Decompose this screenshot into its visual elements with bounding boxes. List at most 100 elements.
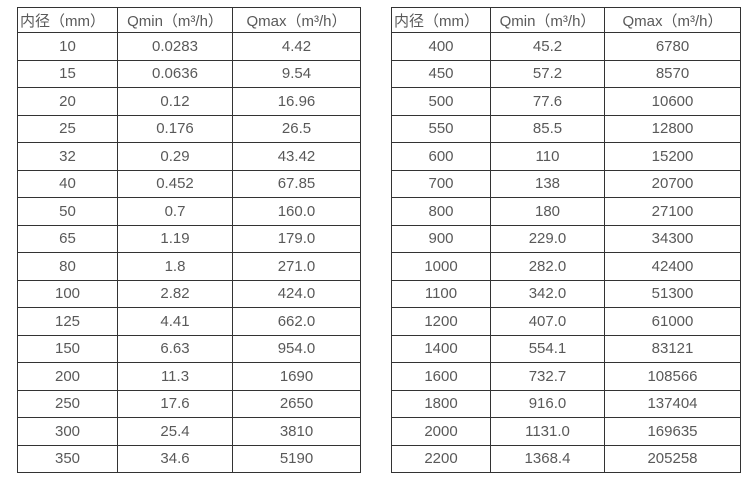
- table-cell: 108566: [604, 362, 741, 391]
- table-cell: 150: [17, 334, 118, 363]
- table-cell: 4.41: [117, 307, 233, 336]
- table-cell: 100: [17, 279, 118, 308]
- table-cell: 61000: [604, 307, 741, 336]
- table-cell: 34300: [604, 224, 741, 253]
- table-cell: 20700: [604, 169, 741, 198]
- table-cell: 138: [490, 169, 605, 198]
- table-cell: 40: [17, 169, 118, 198]
- table-cell: 34.6: [117, 444, 233, 473]
- table-cell: 16.96: [232, 87, 361, 116]
- table-cell: 400: [391, 32, 491, 61]
- table-row: 1800 916.0 137404: [391, 389, 741, 418]
- table-cell: 15: [17, 59, 118, 88]
- table-cell: 9.54: [232, 59, 361, 88]
- table-cell: 424.0: [232, 279, 361, 308]
- table-cell: 2650: [232, 389, 361, 418]
- table-cell: 1200: [391, 307, 491, 336]
- table-row: 65 1.19 179.0: [17, 224, 361, 253]
- table-cell: 450: [391, 59, 491, 88]
- table-cell: 160.0: [232, 197, 361, 226]
- table-cell: 5190: [232, 444, 361, 473]
- table-row: 1100 342.0 51300: [391, 279, 741, 308]
- table-row: 20 0.12 16.96: [17, 87, 361, 116]
- table-cell: 12800: [604, 114, 741, 143]
- table-cell: 600: [391, 142, 491, 171]
- table-cell: 125: [17, 307, 118, 336]
- table-cell: 169635: [604, 417, 741, 446]
- table-row: 450 57.2 8570: [391, 59, 741, 88]
- table-row: 800 180 27100: [391, 197, 741, 226]
- table-cell: 27100: [604, 197, 741, 226]
- table-cell: 1131.0: [490, 417, 605, 446]
- table-cell: 0.452: [117, 169, 233, 198]
- table-row: 350 34.6 5190: [17, 444, 361, 473]
- column-header: 内径（mm）: [17, 7, 118, 33]
- table-cell: 1.8: [117, 252, 233, 281]
- table-row: 50 0.7 160.0: [17, 197, 361, 226]
- table-cell: 83121: [604, 334, 741, 363]
- table-cell: 1690: [232, 362, 361, 391]
- table-cell: 25.4: [117, 417, 233, 446]
- table-cell: 2200: [391, 444, 491, 473]
- table-cell: 350: [17, 444, 118, 473]
- table-cell: 205258: [604, 444, 741, 473]
- table-cell: 57.2: [490, 59, 605, 88]
- table-cell: 51300: [604, 279, 741, 308]
- table-cell: 300: [17, 417, 118, 446]
- table-row: 300 25.4 3810: [17, 417, 361, 446]
- column-header: Qmax（m³/h）: [604, 7, 741, 33]
- table-cell: 662.0: [232, 307, 361, 336]
- flow-rate-table-left: 内径（mm） Qmin（m³/h） Qmax（m³/h） 10 0.0283 4.42 15…: [17, 7, 361, 473]
- table-cell: 8570: [604, 59, 741, 88]
- table-row: 25 0.176 26.5: [17, 114, 361, 143]
- column-header: 内径（mm）: [391, 7, 491, 33]
- table-cell: 550: [391, 114, 491, 143]
- table-cell: 50: [17, 197, 118, 226]
- table-row: 40 0.452 67.85: [17, 169, 361, 198]
- table-cell: 700: [391, 169, 491, 198]
- table-cell: 65: [17, 224, 118, 253]
- flow-rate-table-right: 内径（mm） Qmin（m³/h） Qmax（m³/h） 400 45.2 6780 450…: [391, 7, 741, 473]
- table-cell: 1.19: [117, 224, 233, 253]
- table-cell: 25: [17, 114, 118, 143]
- table-cell: 15200: [604, 142, 741, 171]
- table-cell: 0.12: [117, 87, 233, 116]
- table-cell: 85.5: [490, 114, 605, 143]
- table-cell: 342.0: [490, 279, 605, 308]
- table-row: 250 17.6 2650: [17, 389, 361, 418]
- table-cell: 17.6: [117, 389, 233, 418]
- header-row: 内径（mm） Qmin（m³/h） Qmax（m³/h）: [391, 7, 741, 33]
- table-cell: 271.0: [232, 252, 361, 281]
- header-row: 内径（mm） Qmin（m³/h） Qmax（m³/h）: [17, 7, 361, 33]
- table-cell: 80: [17, 252, 118, 281]
- table-row: 700 138 20700: [391, 169, 741, 198]
- table-row: 125 4.41 662.0: [17, 307, 361, 336]
- table-row: 1400 554.1 83121: [391, 334, 741, 363]
- table-cell: 0.176: [117, 114, 233, 143]
- table-cell: 11.3: [117, 362, 233, 391]
- table-row: 1600 732.7 108566: [391, 362, 741, 391]
- table-cell: 1000: [391, 252, 491, 281]
- table-row: 400 45.2 6780: [391, 32, 741, 61]
- table-cell: 26.5: [232, 114, 361, 143]
- table-row: 150 6.63 954.0: [17, 334, 361, 363]
- table-cell: 179.0: [232, 224, 361, 253]
- table-cell: 6780: [604, 32, 741, 61]
- table-cell: 800: [391, 197, 491, 226]
- table-cell: 1800: [391, 389, 491, 418]
- table-cell: 916.0: [490, 389, 605, 418]
- table-cell: 10600: [604, 87, 741, 116]
- column-header: Qmin（m³/h）: [117, 7, 233, 33]
- table-cell: 229.0: [490, 224, 605, 253]
- table-cell: 110: [490, 142, 605, 171]
- table-row: 1000 282.0 42400: [391, 252, 741, 281]
- table-cell: 1400: [391, 334, 491, 363]
- table-cell: 500: [391, 87, 491, 116]
- table-cell: 3810: [232, 417, 361, 446]
- table-cell: 10: [17, 32, 118, 61]
- table-row: 2000 1131.0 169635: [391, 417, 741, 446]
- table-row: 100 2.82 424.0: [17, 279, 361, 308]
- table-row: 1200 407.0 61000: [391, 307, 741, 336]
- table-cell: 32: [17, 142, 118, 171]
- table-cell: 43.42: [232, 142, 361, 171]
